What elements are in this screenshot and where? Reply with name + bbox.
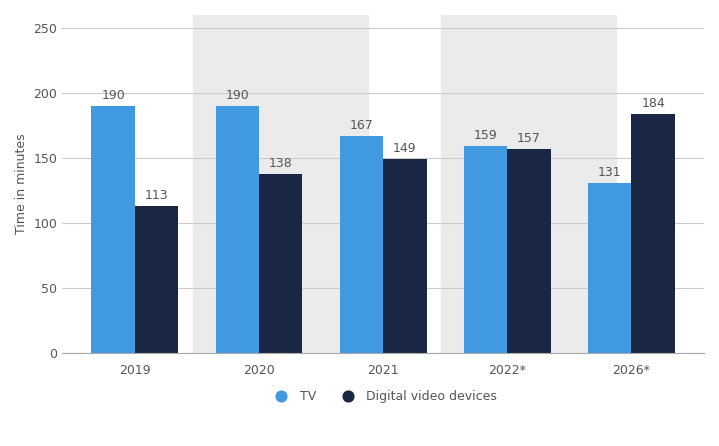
Legend: TV, Digital video devices: TV, Digital video devices bbox=[264, 385, 503, 408]
Bar bbox=[193, 15, 368, 353]
Text: 167: 167 bbox=[349, 119, 373, 132]
Bar bbox=[631, 114, 675, 353]
Bar bbox=[383, 159, 426, 353]
Text: 157: 157 bbox=[517, 132, 541, 145]
Bar bbox=[339, 136, 383, 353]
Y-axis label: Time in minutes: Time in minutes bbox=[15, 134, 28, 235]
Text: 184: 184 bbox=[641, 97, 665, 110]
Bar bbox=[259, 173, 303, 353]
Text: 138: 138 bbox=[269, 157, 293, 170]
Bar bbox=[508, 149, 551, 353]
Text: 113: 113 bbox=[145, 189, 168, 202]
Text: 159: 159 bbox=[474, 129, 498, 142]
Text: 131: 131 bbox=[598, 166, 621, 179]
Bar bbox=[91, 106, 135, 353]
Bar bbox=[135, 206, 178, 353]
Bar bbox=[588, 183, 631, 353]
Bar bbox=[441, 15, 616, 353]
Bar bbox=[216, 106, 259, 353]
Text: 149: 149 bbox=[393, 142, 417, 156]
Text: 190: 190 bbox=[226, 89, 249, 102]
Text: 190: 190 bbox=[101, 89, 125, 102]
Bar bbox=[464, 146, 508, 353]
